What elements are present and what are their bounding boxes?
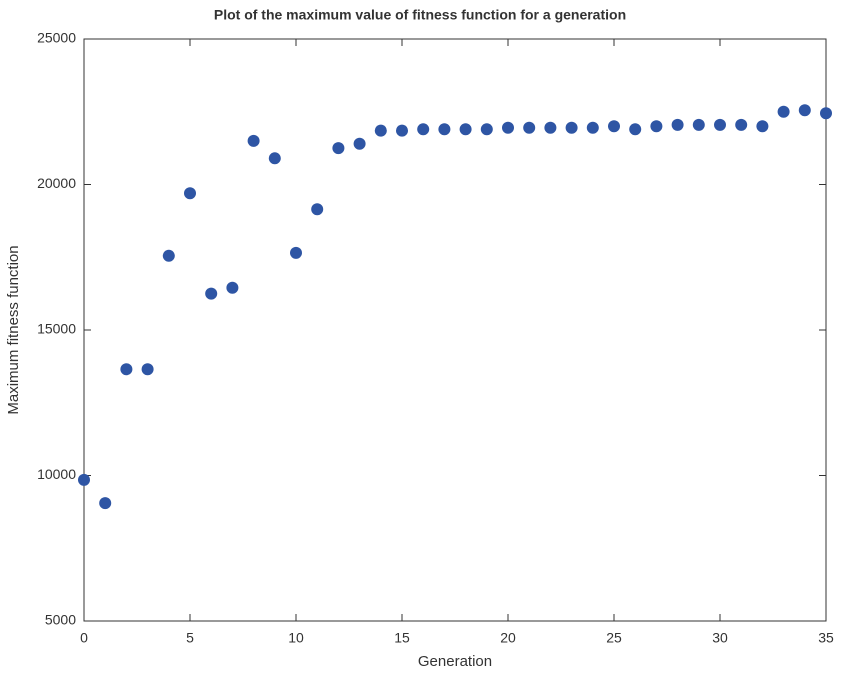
point <box>247 134 260 147</box>
point <box>565 121 578 134</box>
point <box>756 120 769 133</box>
point <box>798 104 811 117</box>
point <box>735 118 748 131</box>
y-tick-label: 20000 <box>37 175 76 191</box>
x-tick-label: 30 <box>712 630 728 646</box>
point <box>523 121 536 134</box>
point <box>820 107 832 120</box>
x-tick-label: 35 <box>818 630 834 646</box>
point <box>417 123 430 136</box>
x-tick-label: 0 <box>80 630 88 646</box>
point <box>141 363 154 376</box>
x-tick-label: 25 <box>606 630 622 646</box>
point <box>544 121 557 134</box>
point <box>629 123 642 136</box>
point <box>586 121 599 134</box>
y-tick-label: 25000 <box>37 30 76 46</box>
point <box>480 123 493 136</box>
point <box>353 137 366 150</box>
x-tick-label: 15 <box>394 630 410 646</box>
y-tick-label: 5000 <box>45 612 76 628</box>
point <box>120 363 133 376</box>
point <box>692 118 705 131</box>
point <box>650 120 663 133</box>
point <box>502 121 514 134</box>
x-axis-label: Generation <box>418 653 492 670</box>
x-tick-label: 20 <box>500 630 516 646</box>
point <box>671 118 684 131</box>
point <box>226 281 239 294</box>
point <box>268 152 281 165</box>
point <box>290 246 302 259</box>
x-tick-label: 5 <box>186 630 194 646</box>
point <box>205 287 218 300</box>
point <box>777 105 790 118</box>
point <box>311 203 324 216</box>
chart-title: Plot of the maximum value of fitness fun… <box>214 7 626 23</box>
point <box>459 123 472 136</box>
y-tick-label: 10000 <box>37 466 76 482</box>
point <box>99 497 112 510</box>
point <box>608 120 620 133</box>
y-axis-label: Maximum fitness function <box>5 245 22 414</box>
point <box>332 142 345 155</box>
point <box>396 124 408 137</box>
point <box>184 187 196 200</box>
point <box>438 123 451 136</box>
x-tick-label: 10 <box>288 630 304 646</box>
point <box>374 124 387 137</box>
point <box>162 249 175 262</box>
point <box>78 473 90 486</box>
y-tick-label: 15000 <box>37 321 76 337</box>
point <box>714 118 726 131</box>
